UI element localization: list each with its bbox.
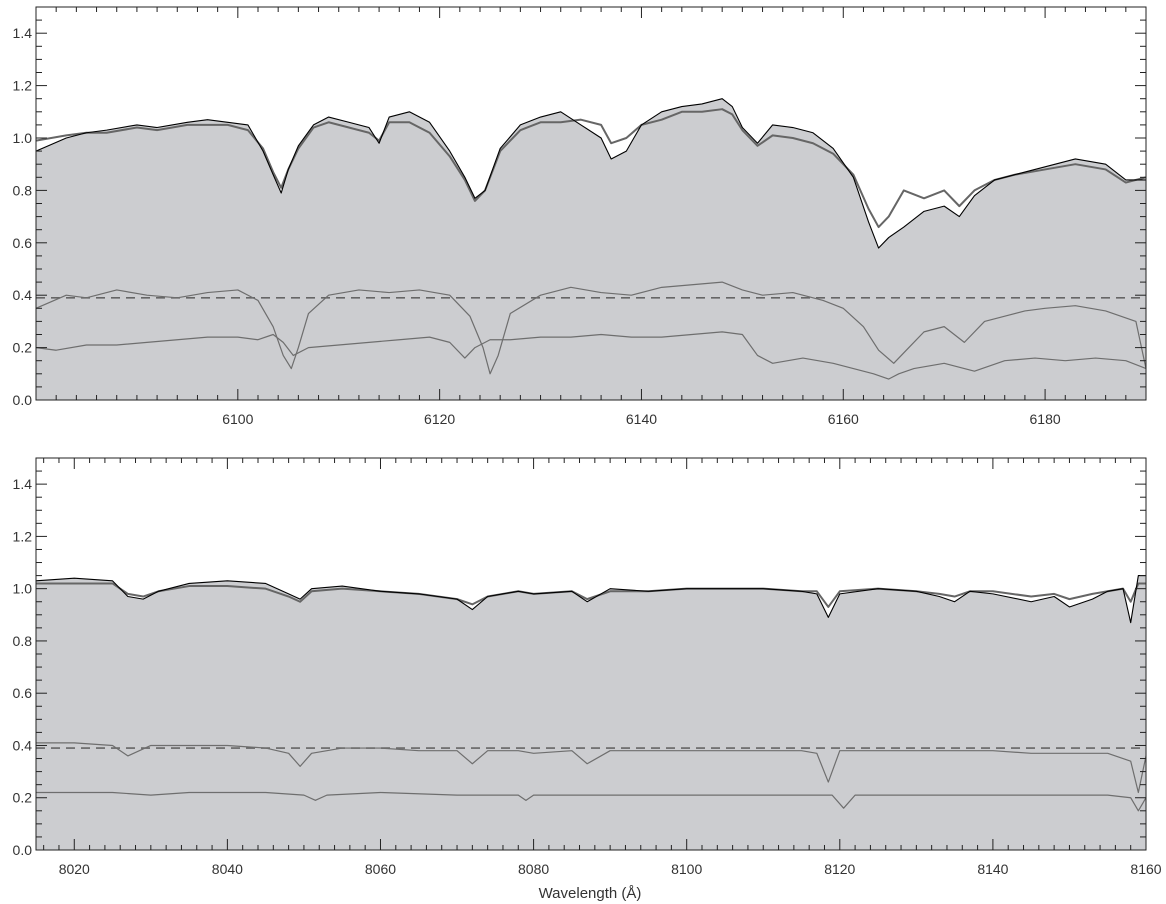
y-tick-label: 0.2	[13, 340, 33, 356]
x-tick-label: 8160	[1130, 861, 1161, 877]
x-tick-label: 8140	[977, 861, 1008, 877]
y-tick-label: 0.8	[13, 182, 33, 198]
observed-spectrum-line	[36, 575, 1146, 624]
y-tick-label: 0.0	[13, 392, 33, 408]
x-tick-label: 8120	[824, 861, 855, 877]
x-axis-title: Wavelength (Å)	[539, 885, 642, 902]
plot-area	[36, 98, 1146, 400]
y-tick-label: 0.4	[13, 287, 33, 303]
component-lower-spectrum-line	[36, 791, 1146, 812]
y-tick-label: 0.6	[13, 685, 33, 701]
x-tick-label: 6140	[626, 411, 657, 427]
x-tick-label: 6120	[424, 411, 455, 427]
x-tick-label: 8080	[518, 861, 549, 877]
component-upper-spectrum-line	[36, 742, 1146, 794]
x-tick-label: 6160	[828, 411, 859, 427]
spectrum-fill-area	[36, 575, 1146, 850]
model-spectrum-line	[36, 582, 1146, 608]
spectrum-fill-area	[36, 98, 1146, 400]
model-spectrum-line	[36, 108, 1146, 229]
x-tick-label: 8040	[212, 861, 243, 877]
y-tick-label: 1.2	[13, 78, 33, 94]
plot-area	[36, 575, 1146, 850]
y-tick-label: 0.8	[13, 633, 33, 649]
x-tick-label: 6180	[1030, 411, 1061, 427]
y-tick-label: 0.2	[13, 790, 33, 806]
y-tick-label: 1.4	[13, 476, 33, 492]
y-tick-label: 1.0	[13, 581, 33, 597]
bottom-panel: 0.0 0.2 0.4 0.6 0.8 1.0 1.2 1.4 8020 8040 8060 8080…	[13, 457, 1162, 877]
component-lower-spectrum-line	[36, 331, 1146, 380]
x-tick-label: 6100	[222, 411, 253, 427]
y-tick-label: 0.6	[13, 235, 33, 251]
y-tick-label: 0.4	[13, 737, 33, 753]
y-tick-label: 1.4	[13, 25, 33, 41]
y-tick-label: 0.0	[13, 842, 33, 858]
y-tick-label: 1.0	[13, 130, 33, 146]
top-panel: 0.0 0.2 0.4 0.6 0.8 1.0 1.2 1.4 6100 6120 6140 6160…	[13, 6, 1147, 427]
x-tick-label: 8020	[59, 861, 90, 877]
y-tick-label: 1.2	[13, 528, 33, 544]
component-upper-spectrum-line	[36, 281, 1146, 375]
x-tick-label: 8060	[365, 861, 396, 877]
observed-spectrum-line	[36, 98, 1146, 249]
x-tick-label: 8100	[671, 861, 702, 877]
